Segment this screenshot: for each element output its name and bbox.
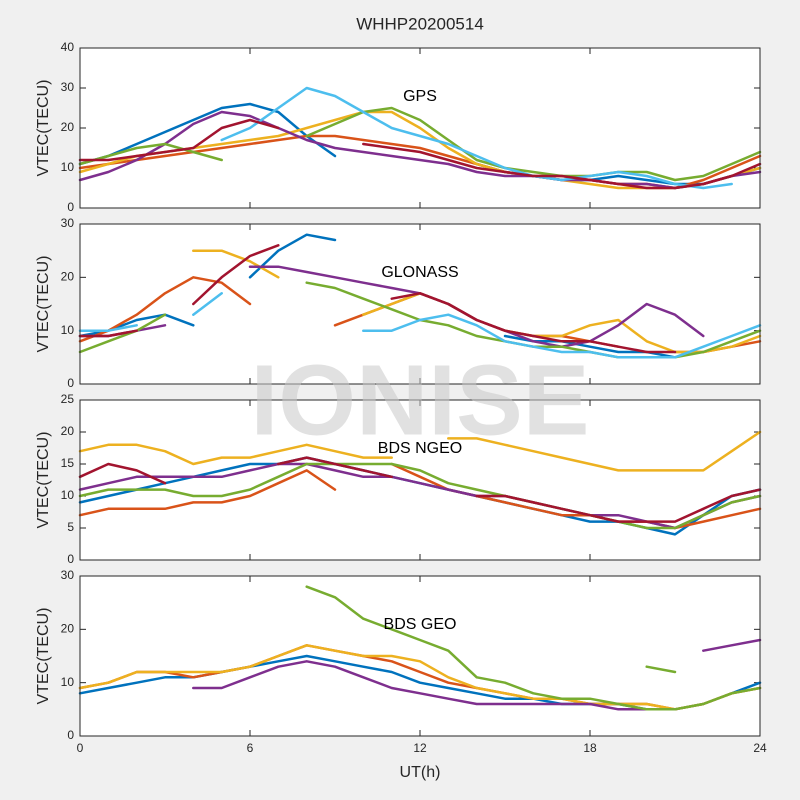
y-tick-label: 15 [61, 456, 75, 470]
y-tick-label: 20 [61, 120, 75, 134]
series-line [305, 585, 762, 711]
y-axis-label: VTEC(TECU) [35, 432, 52, 529]
series-line [220, 86, 733, 190]
series-line [78, 292, 762, 359]
axes-box [79, 399, 761, 561]
series-line [192, 660, 677, 711]
y-tick-label: 20 [61, 270, 75, 284]
axes-box [79, 223, 761, 385]
series-line [702, 638, 762, 652]
y-axis-label: VTEC(TECU) [35, 608, 52, 705]
series-line [78, 106, 762, 182]
y-tick-label: 0 [67, 552, 74, 566]
axes-box [79, 575, 761, 737]
annotation: BDS NGEO [378, 440, 462, 457]
y-tick-label: 20 [61, 424, 75, 438]
y-axis-label: VTEC(TECU) [35, 80, 52, 177]
annotation: BDS GEO [384, 616, 457, 633]
y-tick-label: 40 [61, 40, 75, 54]
x-tick-label: 0 [77, 741, 84, 755]
axes-box [79, 47, 761, 209]
x-tick-label: 12 [413, 741, 427, 755]
axes-background [80, 576, 760, 736]
y-tick-label: 10 [61, 675, 75, 689]
y-tick-label: 30 [61, 568, 75, 582]
annotation: GLONASS [381, 264, 458, 281]
series-line [78, 462, 762, 530]
y-tick-label: 5 [67, 520, 74, 534]
y-tick-label: 10 [61, 160, 75, 174]
annotation: GPS [403, 88, 437, 105]
axes-background [80, 400, 760, 560]
y-tick-label: 0 [67, 200, 74, 214]
x-axis-label: UT(h) [400, 764, 441, 781]
figure-title: WHHP20200514 [356, 14, 484, 33]
y-tick-label: 25 [61, 392, 75, 406]
series-line [78, 110, 762, 190]
y-tick-label: 0 [67, 728, 74, 742]
series-line [78, 456, 762, 523]
x-tick-label: 24 [753, 741, 767, 755]
series-line [78, 430, 762, 472]
series-line [645, 665, 677, 674]
x-tick-label: 6 [247, 741, 254, 755]
series-line [78, 644, 762, 711]
y-tick-label: 30 [61, 216, 75, 230]
y-tick-label: 0 [67, 376, 74, 390]
series-line [78, 118, 762, 190]
y-tick-label: 30 [61, 80, 75, 94]
y-axis-label: VTEC(TECU) [35, 256, 52, 353]
y-tick-label: 10 [61, 323, 75, 337]
y-tick-label: 10 [61, 488, 75, 502]
y-tick-label: 20 [61, 622, 75, 636]
watermark: IONISE [251, 344, 590, 456]
x-tick-label: 18 [583, 741, 597, 755]
